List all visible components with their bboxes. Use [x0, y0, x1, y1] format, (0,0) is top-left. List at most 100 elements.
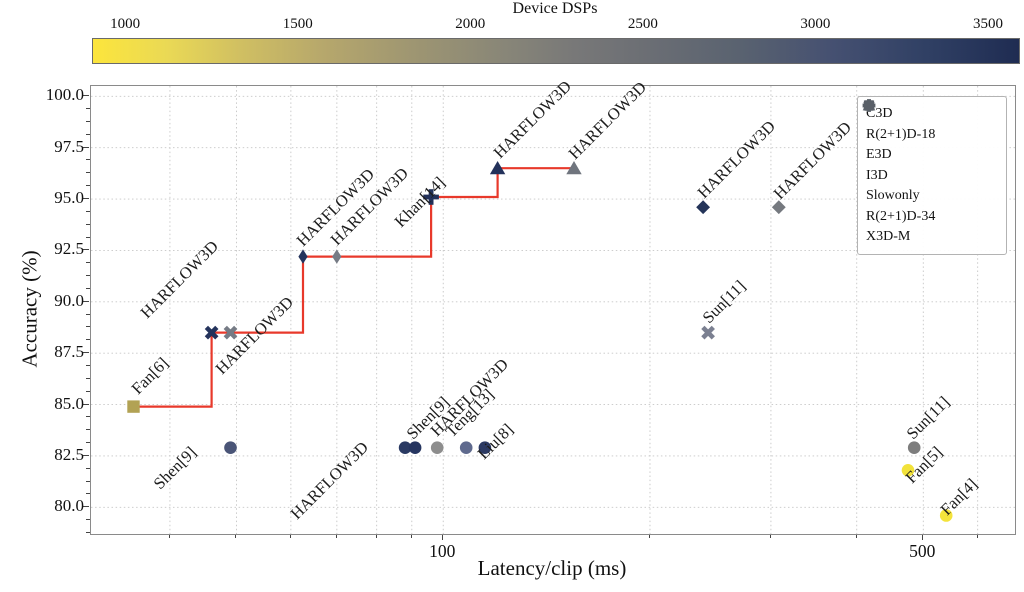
axis-tick	[86, 377, 90, 379]
legend-item-label: I3D	[866, 167, 888, 183]
data-point-marker	[701, 325, 715, 340]
data-point-marker	[398, 441, 412, 454]
legend-item-label: X3D-M	[866, 229, 911, 245]
axis-tick	[335, 534, 337, 538]
y-tick-label: 87.5	[54, 342, 84, 362]
axis-tick	[442, 534, 444, 540]
axis-tick	[86, 493, 90, 495]
axis-tick	[86, 210, 90, 212]
legend: C3D R(2+1)D-18 E3D I3D Slowonly R(2+1)D-34 X3D…	[857, 96, 1007, 255]
axis-tick	[83, 506, 89, 508]
axis-tick	[86, 287, 90, 289]
x-axis-title: Latency/clip (ms)	[477, 556, 627, 580]
data-point-marker	[298, 249, 308, 264]
data-point-marker	[566, 161, 582, 175]
axis-tick	[86, 365, 90, 366]
legend-item-label: Slowonly	[866, 188, 920, 204]
axis-tick	[86, 442, 90, 444]
colorbar-tick-label: 3000	[800, 16, 831, 32]
legend-item: R(2+1)D-18	[863, 99, 998, 146]
legend-item: R(2+1)D-34	[865, 99, 998, 228]
axis-tick	[289, 534, 291, 538]
legend-item-label: R(2+1)D-34	[866, 208, 936, 224]
data-point-marker	[489, 161, 506, 175]
x-tick-label: 100	[429, 541, 456, 561]
colorbar-tick-label: 2500	[627, 16, 658, 32]
legend-item: E3D	[863, 100, 998, 166]
axis-tick	[86, 223, 90, 225]
y-tick-label: 92.5	[54, 239, 84, 259]
colorbar-tick-label: 1500	[282, 16, 313, 32]
colorbar-tick-label: 2000	[455, 16, 486, 32]
axis-tick	[86, 429, 90, 431]
axis-tick	[86, 467, 90, 469]
data-point-marker	[901, 464, 915, 477]
data-point-marker	[223, 325, 238, 340]
axis-tick	[86, 339, 90, 341]
data-point-marker	[423, 189, 439, 205]
axis-tick	[648, 534, 650, 538]
data-point-marker	[939, 509, 953, 522]
data-point-marker	[478, 441, 492, 454]
axis-tick	[86, 480, 90, 482]
data-point-marker	[408, 441, 422, 454]
data-point-marker	[907, 441, 921, 454]
legend-item: I3D	[862, 99, 998, 187]
axis-tick	[86, 531, 90, 533]
axis-tick	[86, 108, 90, 110]
axis-tick	[83, 249, 89, 251]
axis-tick	[86, 185, 90, 187]
data-point-marker	[127, 400, 140, 413]
legend-item-label: E3D	[866, 147, 892, 163]
axis-tick	[375, 534, 377, 538]
triangle-legend-icon	[862, 99, 876, 111]
axis-tick	[410, 534, 412, 538]
axis-tick	[86, 275, 90, 277]
plot-area: C3D R(2+1)D-18 E3D I3D Slowonly R(2+1)D-34 X3D…	[90, 85, 1016, 535]
colorbar-tick-label: 1000	[110, 16, 141, 32]
axis-tick	[769, 534, 771, 538]
y-tick-label: 82.5	[54, 444, 84, 464]
axis-tick	[86, 236, 90, 238]
colorbar-gradient	[92, 38, 1020, 64]
y-tick-label: 90.0	[54, 290, 84, 310]
data-point-marker	[696, 200, 711, 215]
legend-item: Slowonly	[863, 99, 998, 207]
data-point-marker	[224, 441, 237, 454]
y-tick-label: 95.0	[54, 188, 84, 208]
axis-tick	[86, 120, 90, 122]
legend-item: X3D-M	[862, 99, 998, 248]
legend-item: C3D	[863, 100, 998, 125]
data-point-marker	[771, 200, 786, 215]
legend-item-label: R(2+1)D-18	[866, 126, 936, 142]
axis-tick	[83, 95, 89, 97]
y-tick-label: 80.0	[54, 496, 84, 516]
axis-tick	[168, 534, 170, 538]
axis-tick	[86, 159, 90, 161]
axis-tick	[86, 390, 90, 392]
axis-tick	[922, 534, 924, 540]
axis-tick	[86, 262, 90, 264]
data-point-marker	[430, 441, 444, 454]
y-tick-label: 97.5	[54, 136, 84, 156]
axis-tick	[83, 403, 89, 405]
axis-tick	[86, 133, 90, 135]
axis-tick	[86, 326, 90, 328]
colorbar-tick-label: 3500	[972, 16, 1003, 32]
axis-tick	[235, 534, 237, 538]
y-tick-label: 100.0	[45, 85, 84, 105]
y-tick-label: 85.0	[54, 393, 84, 413]
x-tick-label: 500	[909, 541, 936, 561]
axis-tick	[83, 300, 89, 302]
axis-tick	[83, 198, 89, 200]
axis-tick	[86, 519, 90, 521]
data-point-marker	[459, 441, 473, 454]
data-point-marker	[204, 325, 219, 340]
axis-tick	[83, 146, 89, 148]
axis-tick	[86, 172, 90, 174]
colorbar-title: Device DSPs	[512, 0, 598, 17]
axis-tick	[86, 416, 90, 418]
data-point-marker	[332, 249, 342, 264]
axis-tick	[855, 534, 857, 538]
